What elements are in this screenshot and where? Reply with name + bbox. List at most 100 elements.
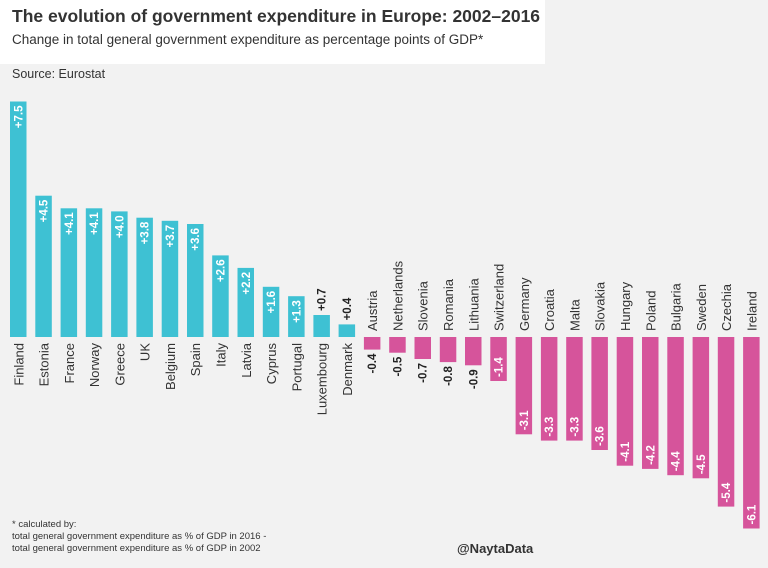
category-label: UK — [138, 343, 153, 361]
bar-austria — [363, 337, 381, 350]
bar-sweden — [692, 337, 710, 479]
category-label: Latvia — [239, 342, 254, 377]
category-label: Portugal — [289, 343, 304, 392]
value-label: -0.4 — [367, 353, 379, 373]
bar-slovenia — [414, 337, 431, 359]
category-label: Italy — [214, 343, 229, 367]
chart-source: Source: Eurostat — [12, 67, 106, 81]
bar-lithuania — [465, 337, 482, 366]
category-label: Bulgaria — [669, 283, 684, 331]
value-label: +7.5 — [13, 105, 25, 128]
bar-cyprus — [262, 286, 280, 337]
category-label: Czechia — [719, 283, 734, 331]
bar-greece — [111, 211, 128, 337]
bar-portugal — [288, 296, 305, 337]
category-label: Spain — [188, 343, 203, 376]
category-label: Estonia — [37, 342, 52, 386]
bar-croatia — [540, 337, 558, 441]
value-label: -3.1 — [519, 410, 531, 430]
bar-uk — [136, 217, 153, 337]
bar-ireland — [743, 337, 760, 529]
value-label: -0.8 — [443, 366, 455, 386]
category-label: Poland — [643, 291, 658, 331]
category-label: Finland — [11, 343, 26, 386]
category-label: Austria — [365, 290, 380, 331]
value-label: -0.9 — [468, 369, 480, 389]
chart-subtitle: Change in total general government expen… — [12, 32, 484, 47]
category-label: Germany — [517, 277, 532, 331]
value-label: +3.8 — [140, 221, 152, 244]
value-label: +1.3 — [291, 300, 303, 323]
value-label: -6.1 — [746, 504, 758, 524]
category-label: Hungary — [618, 281, 633, 331]
bar-netherlands — [389, 337, 406, 353]
value-label: -3.3 — [544, 417, 556, 437]
category-label: Greece — [112, 343, 127, 386]
footnote-line: * calculated by: — [12, 519, 77, 530]
bar-belgium — [161, 220, 179, 337]
bar-luxembourg — [313, 315, 330, 337]
category-label: Netherlands — [391, 260, 406, 331]
bar-hungary — [616, 337, 634, 466]
bar-spain — [187, 224, 204, 337]
value-label: +2.2 — [241, 272, 253, 295]
category-label: Norway — [87, 343, 102, 388]
bar-italy — [212, 255, 229, 337]
value-label: +0.4 — [342, 297, 354, 320]
value-label: -4.5 — [696, 454, 708, 474]
bar-estonia — [35, 195, 52, 337]
category-label: Romania — [441, 278, 456, 331]
value-label: -0.5 — [393, 356, 405, 376]
category-label: Croatia — [542, 288, 557, 331]
category-label: Lithuania — [466, 277, 481, 331]
bar-norway — [85, 208, 103, 337]
value-label: +3.7 — [165, 225, 177, 248]
value-label: -4.2 — [645, 445, 657, 465]
bar-malta — [566, 337, 583, 441]
credit-text: @NaytaData — [457, 541, 534, 556]
footnote-line: total general government expenditure as … — [12, 531, 267, 542]
bar-switzerland — [490, 337, 507, 381]
footnote: * calculated by: total general governmen… — [12, 519, 266, 555]
value-label: -5.4 — [721, 482, 733, 502]
chart-title: The evolution of government expenditure … — [12, 6, 541, 26]
value-label: +0.7 — [317, 288, 329, 311]
category-label: France — [62, 343, 77, 383]
bar-romania — [439, 337, 457, 363]
category-label: Malta — [567, 298, 582, 331]
category-label: Slovakia — [593, 281, 608, 331]
value-label: +3.6 — [190, 228, 202, 251]
bar-denmark — [338, 324, 356, 337]
value-label: +4.5 — [39, 199, 51, 222]
bar-germany — [515, 337, 533, 435]
footnote-line: total general government expenditure as … — [12, 543, 261, 554]
category-label: Switzerland — [492, 264, 507, 331]
category-label: Ireland — [744, 291, 759, 331]
value-label: -4.4 — [671, 451, 683, 471]
bar-france — [60, 208, 78, 337]
category-label: Cyprus — [264, 343, 279, 385]
value-label: +4.1 — [64, 212, 76, 235]
value-label: +4.1 — [89, 212, 101, 235]
category-label: Luxembourg — [315, 343, 330, 415]
bar-slovakia — [591, 337, 608, 450]
value-label: +4.0 — [114, 215, 126, 238]
bar-bulgaria — [667, 337, 684, 476]
category-label: Sweden — [694, 284, 709, 331]
bar-finland — [10, 101, 27, 337]
value-label: -0.7 — [418, 363, 430, 383]
value-label: +2.6 — [216, 259, 228, 282]
value-label: -3.3 — [569, 417, 581, 437]
category-label: Belgium — [163, 343, 178, 390]
bar-czechia — [717, 337, 735, 507]
value-label: -1.4 — [494, 357, 506, 377]
header-band — [0, 0, 545, 64]
category-label: Denmark — [340, 343, 355, 396]
value-label: -4.1 — [620, 441, 632, 461]
bar-poland — [642, 337, 659, 469]
value-label: +1.6 — [266, 291, 278, 314]
bar-latvia — [237, 267, 254, 337]
category-label: Slovenia — [416, 280, 431, 331]
value-label: -3.6 — [595, 426, 607, 446]
